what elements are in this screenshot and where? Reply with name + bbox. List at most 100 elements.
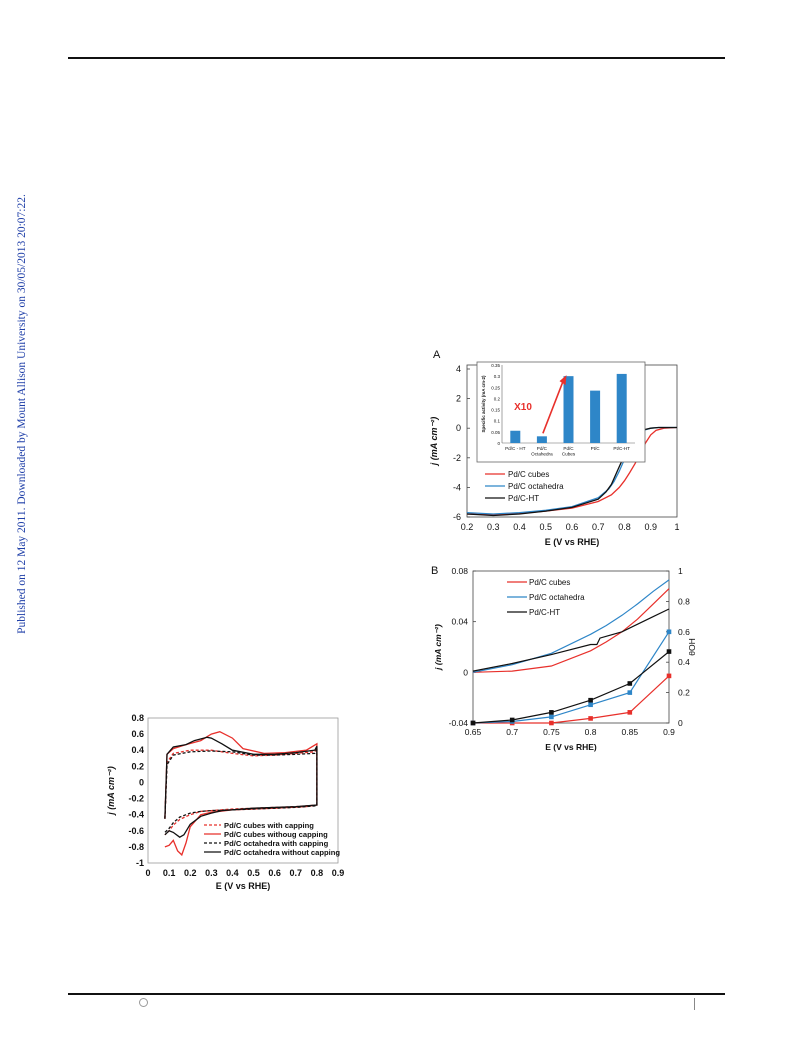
- cov-legend-label: Pd/C-HT: [529, 608, 560, 617]
- cv-legend-label: Pd/C octahedra with capping: [224, 839, 329, 848]
- orr-xtick-label: 0.5: [539, 522, 552, 532]
- cov-theta-marker: [627, 710, 633, 715]
- cov-theta-marker: [627, 690, 633, 695]
- inset-ytick-label: 0.1: [494, 419, 501, 424]
- cv-legend-label: Pd/C cubes withoug capping: [224, 830, 328, 839]
- orr-xtick-label: 0.7: [592, 522, 605, 532]
- cov-ytick-label: 0.04: [451, 617, 468, 627]
- cv-plot-frame: [147, 717, 339, 864]
- cov-legend-label: Pd/C cubes: [529, 578, 570, 587]
- cov-xtick-label: 0.75: [543, 727, 560, 737]
- inset-category-label: Pt/C: [591, 446, 601, 451]
- cv-figure: 0.80.60.40.20-0.2-0.4-0.6-0.8-10 0.1 0.2 0.…: [106, 713, 345, 891]
- cov-theta-marker: [666, 629, 672, 635]
- orr-xtick-label: 0.6: [566, 522, 579, 532]
- inset-category-label: Pd/C: [537, 446, 548, 451]
- cov-theta-marker: [588, 697, 593, 703]
- cv-ytick-label: 0.6: [131, 729, 144, 739]
- cv-legend-label: Pd/C octahedra without capping: [224, 848, 340, 857]
- inset-ytick-label: 0.05: [491, 430, 500, 435]
- orr-legend-label: Pd/C octahedra: [508, 482, 564, 491]
- cov-theta-marker: [549, 720, 554, 726]
- inset-category-label: Octahedra: [531, 452, 553, 457]
- orr-ytick-label: 2: [456, 394, 461, 404]
- orr-ytick-label: -6: [453, 512, 461, 522]
- inset-bar: [616, 373, 627, 443]
- cov-theta-marker: [666, 673, 672, 679]
- cov-theta-line: [473, 675, 670, 724]
- inset-y-axis-title: Specific activity (mA cm-2): [481, 375, 486, 433]
- cv-xtick-label: 0.1: [163, 868, 176, 878]
- cov-y2-axis-title: θOH: [687, 638, 697, 655]
- cv-xtick-label: 0.4: [226, 868, 239, 878]
- cov-y2tick-label: 0.8: [678, 596, 690, 606]
- inset-bar: [510, 430, 521, 443]
- cov-current-line: [472, 608, 670, 672]
- header-rule: [68, 57, 725, 59]
- cov-plot-frame: [472, 570, 670, 724]
- cov-y2tick-label: 0: [678, 718, 683, 728]
- inset-ytick-label: 0.35: [491, 363, 500, 368]
- cv-xtick-label: 0.7: [290, 868, 303, 878]
- orr-series-line: [466, 426, 677, 517]
- footer-rule: [68, 993, 725, 995]
- inset-ytick-label: 0.2: [494, 396, 501, 401]
- cv-xtick-label: 0.5: [247, 868, 260, 878]
- cov-theta-marker: [627, 681, 633, 686]
- inset-arrow-head-icon: [559, 375, 567, 386]
- cv-y-axis-title: j (mA cm⁻²): [106, 766, 116, 815]
- inset-ytick-label: 0.25: [491, 385, 500, 390]
- inset-ytick-label: 0.3: [494, 374, 501, 379]
- orr-xtick-label: 0.2: [461, 522, 474, 532]
- inset-bar: [590, 390, 601, 443]
- cv-xtick-label: 0.2: [184, 868, 197, 878]
- orr-ytick-label: -4: [453, 482, 461, 492]
- cv-series-line: [164, 736, 318, 838]
- cov-xtick-label: 0.7: [506, 727, 518, 737]
- inset-ytick-label: 0.15: [491, 408, 500, 413]
- cov-xtick-label: 0.9: [663, 727, 675, 737]
- cov-x-axis-title: E (V vs RHE): [545, 742, 597, 752]
- cov-xtick-label: 0.85: [622, 727, 639, 737]
- inset-arrow-line: [542, 379, 565, 434]
- inset-bar: [536, 436, 547, 443]
- inset-bar: [563, 376, 574, 443]
- cv-ytick-label: 0.2: [131, 761, 144, 771]
- cov-ytick-label: -0.04: [449, 718, 469, 728]
- cov-theta-marker: [588, 716, 593, 721]
- cov-xtick-label: 0.8: [585, 727, 597, 737]
- coverage-figure-panel-b: B 0.08 0.04 0 -0.04 1 0.8 0.6 0.4 0.2 0 0.65 0.7 0.75…: [431, 565, 697, 752]
- cv-ytick-label: -0.2: [128, 794, 144, 804]
- footer-divider: [694, 998, 695, 1010]
- cv-ytick-label: 0.4: [131, 745, 144, 755]
- cov-theta-marker: [549, 714, 554, 720]
- orr-xtick-label: 0.9: [644, 522, 657, 532]
- cov-theta-marker: [470, 720, 476, 726]
- cov-y2tick-label: 0.4: [678, 657, 690, 667]
- orr-xtick-label: 0.3: [487, 522, 500, 532]
- cv-ytick-label: 0.8: [131, 713, 144, 723]
- cov-current-line: [472, 588, 670, 673]
- cv-xtick-label: 0.6: [268, 868, 281, 878]
- orr-legend-label: Pd/C-HT: [508, 494, 539, 503]
- download-notice[interactable]: Published on 12 May 2011. Downloaded by …: [16, 194, 28, 634]
- cv-x-axis-title: E (V vs RHE): [216, 881, 271, 891]
- cv-ytick-label: -0.4: [128, 810, 144, 820]
- cv-series-line: [164, 749, 318, 833]
- orr-ytick-label: 0: [456, 423, 461, 433]
- cv-xtick-label: 0.9: [332, 868, 345, 878]
- cov-y2tick-label: 0.2: [678, 688, 690, 698]
- orr-xtick-label: 1: [674, 522, 679, 532]
- cov-theta-line: [472, 651, 670, 724]
- cov-ytick-label: 0.08: [451, 566, 468, 576]
- inset-category-label: Pd/C - HT: [505, 446, 526, 451]
- inset-category-label: Cubes: [562, 452, 576, 457]
- cov-y2tick-label: 1: [678, 566, 683, 576]
- orr-ytick-label: -2: [453, 453, 461, 463]
- inset-annotation-x10: X10: [514, 402, 532, 413]
- orr-y-axis-title: j (mA cm⁻²): [429, 417, 439, 466]
- cov-theta-line: [472, 631, 670, 724]
- panel-a-label: A: [433, 349, 441, 361]
- inset-category-label: Pd/C: [563, 446, 574, 451]
